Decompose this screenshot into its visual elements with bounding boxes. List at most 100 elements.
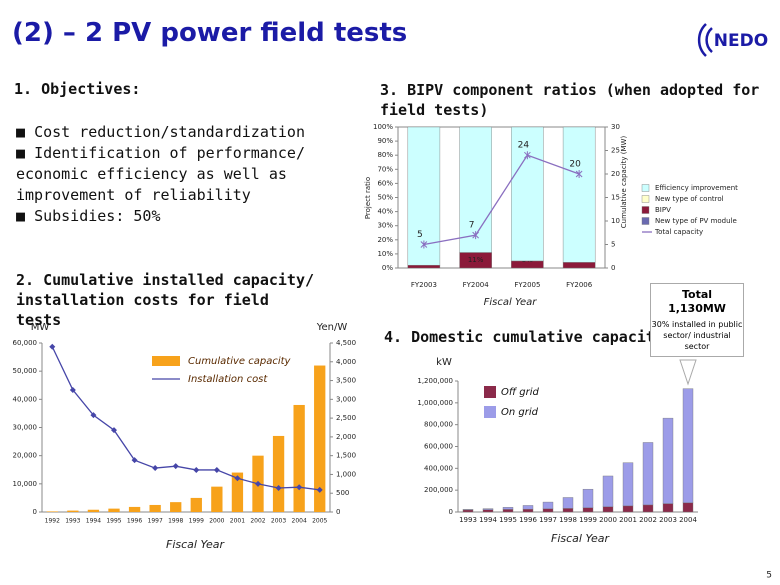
x-axis-title: Fiscal Year bbox=[484, 297, 538, 308]
point-label: 7 bbox=[469, 221, 475, 231]
y-tick-label: 30,000 bbox=[13, 424, 38, 432]
x-tick-label: 1997 bbox=[148, 518, 163, 525]
y2-tick-label: 15 bbox=[611, 194, 620, 202]
x-tick-label: 1992 bbox=[45, 518, 60, 525]
x-tick-label: 1997 bbox=[539, 516, 557, 524]
bar bbox=[602, 475, 614, 507]
marker bbox=[69, 386, 76, 393]
bar bbox=[562, 126, 596, 263]
legend-label: Installation cost bbox=[188, 374, 268, 385]
marker bbox=[152, 465, 159, 472]
callout: Total 1,130MW 30% installed in public se… bbox=[650, 283, 744, 357]
y-tick-label: 10,000 bbox=[13, 480, 38, 488]
marker bbox=[296, 484, 303, 491]
bar bbox=[272, 435, 285, 512]
legend-swatch bbox=[152, 356, 180, 366]
y-tick-label: 40,000 bbox=[13, 395, 38, 403]
x-tick-label: 2000 bbox=[209, 518, 224, 525]
bar bbox=[542, 501, 554, 510]
bar-value-label: 11% bbox=[468, 256, 484, 264]
marker bbox=[275, 484, 282, 491]
legend-label: Efficiency improvement bbox=[655, 184, 738, 192]
slide-title: (2) – 2 PV power field tests bbox=[12, 18, 408, 48]
y2-axis-title: Yen/W bbox=[316, 322, 348, 333]
x-tick-label: 1993 bbox=[65, 518, 80, 525]
y-tick-label: 70% bbox=[377, 165, 393, 173]
bar bbox=[407, 264, 441, 269]
y2-tick-label: 25 bbox=[611, 147, 620, 155]
legend-label: Off grid bbox=[501, 387, 540, 398]
marker bbox=[172, 463, 179, 470]
y-tick-label: 100% bbox=[373, 123, 393, 131]
x-tick-label: 1998 bbox=[168, 518, 183, 525]
y-tick-label: 30% bbox=[377, 222, 393, 230]
legend-swatch bbox=[641, 217, 650, 225]
y-tick-label: 0 bbox=[33, 508, 37, 516]
x-tick-label: FY2003 bbox=[411, 281, 437, 289]
bar bbox=[502, 507, 514, 510]
legend-label: New type of PV module bbox=[655, 217, 737, 225]
chart-title: 2. Cumulative installed capacity/ instal… bbox=[16, 271, 315, 329]
bar bbox=[87, 509, 100, 512]
bar bbox=[231, 472, 244, 512]
marker bbox=[131, 457, 138, 464]
bar bbox=[642, 504, 654, 513]
x-tick-label: 2002 bbox=[250, 518, 265, 525]
y-tick-label: 600,000 bbox=[424, 443, 453, 451]
bar bbox=[293, 404, 305, 512]
x-tick-label: 1996 bbox=[519, 516, 537, 524]
marker bbox=[524, 151, 531, 160]
legend-swatch bbox=[484, 406, 496, 418]
y-tick-label: 1,200,000 bbox=[417, 377, 453, 385]
callout-note: 30% installed in public sector/ industri… bbox=[651, 320, 743, 351]
x-tick-label: 2003 bbox=[659, 516, 677, 524]
x-tick-label: 1993 bbox=[459, 516, 477, 524]
bar bbox=[482, 508, 494, 510]
y-tick-label: 80% bbox=[377, 151, 393, 159]
bar bbox=[622, 505, 634, 513]
y2-tick-label: 5 bbox=[611, 241, 615, 249]
legend-swatch bbox=[484, 386, 496, 398]
x-tick-label: FY2004 bbox=[463, 281, 490, 289]
y-tick-label: 0% bbox=[382, 264, 393, 272]
logo: NEDO bbox=[714, 31, 768, 51]
bar bbox=[46, 511, 58, 512]
x-tick-label: 2004 bbox=[292, 518, 307, 525]
y-tick-label: 50% bbox=[377, 194, 393, 202]
bar bbox=[314, 365, 326, 512]
bar bbox=[482, 509, 494, 513]
x-tick-label: 1995 bbox=[499, 516, 517, 524]
bar bbox=[67, 510, 79, 512]
bar bbox=[622, 462, 634, 507]
callout-pointer bbox=[679, 359, 697, 386]
y-tick-label: 0 bbox=[449, 508, 453, 516]
logo-mark bbox=[697, 23, 713, 57]
x-tick-label: 2003 bbox=[271, 518, 286, 525]
y-axis-title: Project ratio bbox=[364, 177, 372, 219]
bullet: ■ Identification of performance/ economi… bbox=[16, 144, 305, 204]
bar bbox=[582, 507, 594, 513]
bullet-text: Identification of performance/ economic … bbox=[16, 144, 305, 204]
y-tick-label: 1,000,000 bbox=[417, 399, 453, 407]
bar bbox=[149, 504, 161, 512]
y2-tick-label: 500 bbox=[336, 489, 349, 497]
x-tick-label: 2001 bbox=[619, 516, 637, 524]
line bbox=[51, 346, 320, 491]
y-tick-label: 400,000 bbox=[424, 464, 453, 472]
bar bbox=[662, 417, 674, 504]
y-tick-label: 20,000 bbox=[13, 452, 38, 460]
bullet-list: ■ Cost reduction/standardization ■ Ident… bbox=[16, 122, 361, 227]
y2-tick-label: 3,000 bbox=[336, 395, 356, 403]
bar bbox=[542, 508, 554, 513]
y2-tick-label: 0 bbox=[336, 508, 340, 516]
y-tick-label: 800,000 bbox=[424, 421, 453, 429]
line bbox=[423, 154, 580, 246]
chart-title: 4. Domestic cumulative capacity bbox=[384, 328, 664, 346]
bar bbox=[108, 508, 120, 512]
x-tick-label: 1994 bbox=[479, 516, 497, 524]
bar bbox=[642, 442, 654, 506]
y2-tick-label: 1,000 bbox=[336, 470, 356, 478]
x-tick-label: 1999 bbox=[189, 518, 204, 525]
bullet: ■ Subsidies: 50% bbox=[16, 207, 161, 225]
